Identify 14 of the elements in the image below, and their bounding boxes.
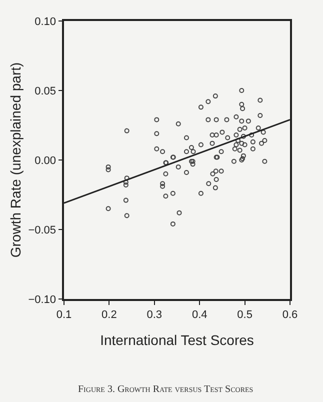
- x-tick-label: 0.6: [282, 308, 298, 321]
- y-tick-label: 0.00: [34, 154, 56, 167]
- y-tick-label: 0.05: [34, 85, 56, 98]
- caption: Figure 3. Growth Rate versus Test Scores: [78, 384, 254, 395]
- y-tick-label: −0.05: [28, 224, 56, 236]
- x-axis-title: International Test Scores: [100, 332, 254, 348]
- x-tick-label: 0.2: [102, 308, 117, 321]
- x-tick-label: 0.1: [56, 308, 72, 321]
- x-tick-label: 0.3: [146, 308, 162, 321]
- x-tick-label: 0.4: [192, 308, 208, 321]
- y-tick-label: 0.10: [34, 16, 56, 28]
- y-axis-title: Growth Rate (unexplained part): [7, 62, 24, 258]
- x-tick-label: 0.5: [237, 308, 252, 321]
- y-tick-label: −0.10: [28, 294, 56, 306]
